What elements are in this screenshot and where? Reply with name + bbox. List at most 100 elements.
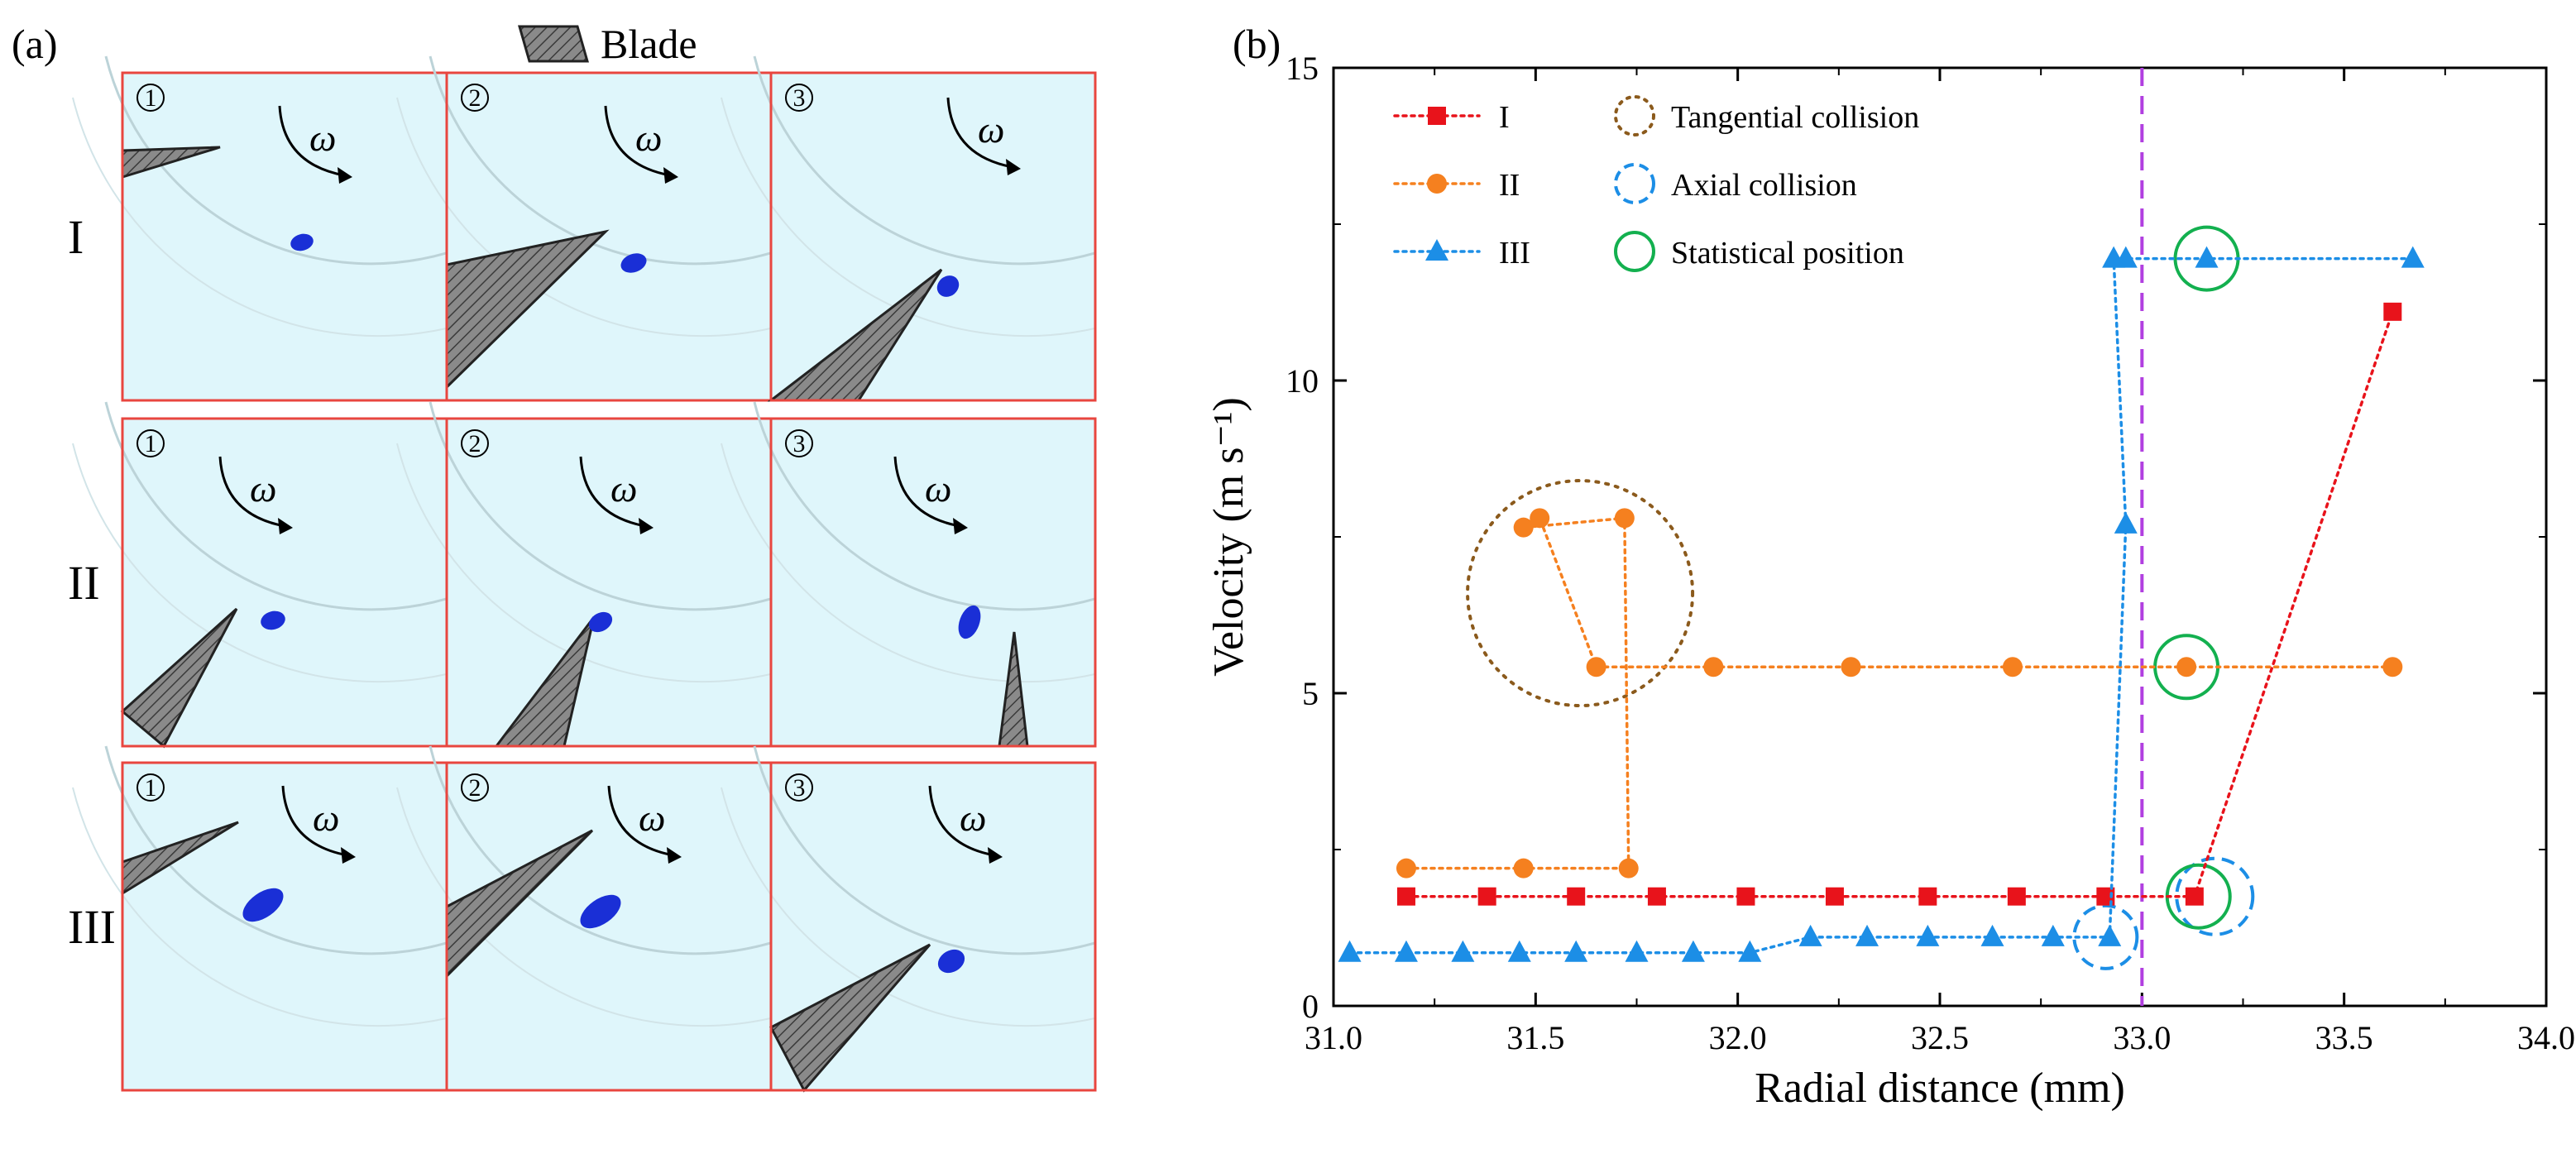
step-number: 2: [469, 84, 481, 112]
legend-series-label: I: [1499, 100, 1510, 135]
step-number: 1: [145, 430, 157, 457]
legend-series-label: II: [1499, 168, 1520, 203]
fluid-background: [122, 73, 447, 400]
data-point-circle: [1586, 657, 1606, 677]
legend-marker-label: Tangential collision: [1671, 100, 1919, 135]
rotor-arc: [104, 55, 448, 266]
series-line: [1405, 515, 2395, 870]
data-point-triangle: [1425, 239, 1448, 261]
row-label-2: II: [68, 556, 100, 610]
rotor-arc-outer: [721, 97, 1096, 338]
particle: [588, 611, 613, 633]
rotor-arc: [753, 401, 1096, 611]
rotation-arrowhead: [953, 518, 968, 534]
rotor-arc: [429, 401, 772, 611]
snapshot-2-3: 3ω: [721, 401, 1097, 748]
rotor-arc: [753, 55, 1096, 266]
statistical-position-circle: [2153, 634, 2220, 701]
snapshot-1-3: 3ω: [721, 55, 1097, 402]
data-point-square: [1396, 887, 1415, 906]
x-tick-label: 34.0: [2517, 1019, 2575, 1056]
step-number-badge: [136, 773, 165, 802]
particle: [290, 233, 314, 251]
omega-label: ω: [610, 467, 637, 510]
y-tick-label: 5: [1302, 675, 1319, 712]
data-point-triangle: [1980, 924, 2004, 946]
data-point-square: [1647, 887, 1666, 906]
snapshot-frame: [769, 761, 1097, 1092]
step-number-badge: [461, 773, 489, 802]
axial-collision-circle: [2175, 856, 2255, 936]
data-point-triangle: [1338, 940, 1362, 962]
panel-a-label: (a): [12, 21, 58, 67]
particle: [580, 894, 621, 929]
data-point-triangle: [2401, 246, 2425, 268]
step-number-badge: [461, 84, 489, 112]
step-number-badge: [136, 84, 165, 112]
blade-legend-label: Blade: [601, 21, 697, 67]
data-point-triangle: [1451, 940, 1475, 962]
data-point-triangle: [2102, 246, 2126, 268]
axial-collision-circle: [2072, 903, 2139, 970]
statistical-position-circle: [2165, 863, 2232, 930]
data-point-circle: [2176, 657, 2197, 677]
data-point-triangle: [1855, 924, 1879, 946]
snapshot-3-1: 1ω: [72, 745, 448, 1092]
y-tick-label: 15: [1286, 50, 1319, 87]
particle: [261, 610, 285, 630]
snapshot-1-1: 1ω: [72, 55, 448, 402]
data-point-triangle: [2114, 511, 2138, 534]
fluid-background: [447, 419, 771, 746]
data-point-triangle: [1681, 940, 1705, 962]
step-number-badge: [785, 84, 813, 112]
step-number: 2: [469, 430, 481, 457]
data-point-square: [1477, 887, 1496, 906]
snapshot-1-2: 2ω: [396, 55, 773, 402]
omega-label: ω: [309, 117, 336, 159]
data-point-circle: [1530, 508, 1550, 529]
rotation-arrow: [281, 785, 348, 857]
series-line: [1405, 310, 2395, 898]
legend-circle-dotted: [1614, 95, 1655, 136]
snapshot-2-2: 2ω: [396, 401, 773, 748]
x-tick-label: 33.5: [2315, 1019, 2373, 1056]
data-point-square: [1428, 107, 1446, 125]
series-line: [1348, 256, 2415, 955]
data-point-square: [2185, 887, 2204, 906]
data-point-circle: [1703, 657, 1724, 677]
particle: [936, 275, 960, 297]
data-point-square: [1736, 887, 1755, 906]
omega-label: ω: [978, 108, 1004, 151]
rotation-arrow: [218, 456, 285, 528]
omega-label: ω: [960, 797, 986, 839]
rotation-arrowhead: [639, 518, 654, 534]
omega-label: ω: [313, 797, 339, 839]
fluid-background: [771, 419, 1095, 746]
step-number: 1: [145, 84, 157, 112]
series-III: [1338, 246, 2425, 962]
step-number: 3: [793, 774, 806, 802]
rotor-arc: [429, 745, 772, 955]
x-tick-label: 31.5: [1506, 1019, 1564, 1056]
data-point-triangle: [1738, 940, 1762, 962]
step-number: 2: [469, 774, 481, 802]
rotation-arrowhead: [988, 847, 1003, 864]
rotor-arc: [753, 745, 1096, 955]
tangential-collision-circle: [1466, 479, 1695, 708]
series-II: [1396, 508, 2403, 879]
data-point-triangle: [2041, 924, 2065, 946]
rotor-arc-outer: [721, 443, 1096, 683]
step-number: 3: [793, 430, 806, 457]
rotation-arrow: [946, 97, 1013, 169]
legend-circle-solid: [1614, 231, 1655, 272]
rotor-arc-outer: [396, 443, 772, 683]
x-tick-label: 33.0: [2113, 1019, 2171, 1056]
rotation-arrowhead: [338, 167, 352, 184]
rotation-arrow: [928, 785, 995, 857]
omega-label: ω: [635, 117, 662, 159]
rotation-arrow: [607, 785, 674, 857]
rotation-arrowhead: [663, 167, 678, 184]
blade-icon: [768, 943, 931, 1093]
omega-label: ω: [250, 467, 276, 510]
